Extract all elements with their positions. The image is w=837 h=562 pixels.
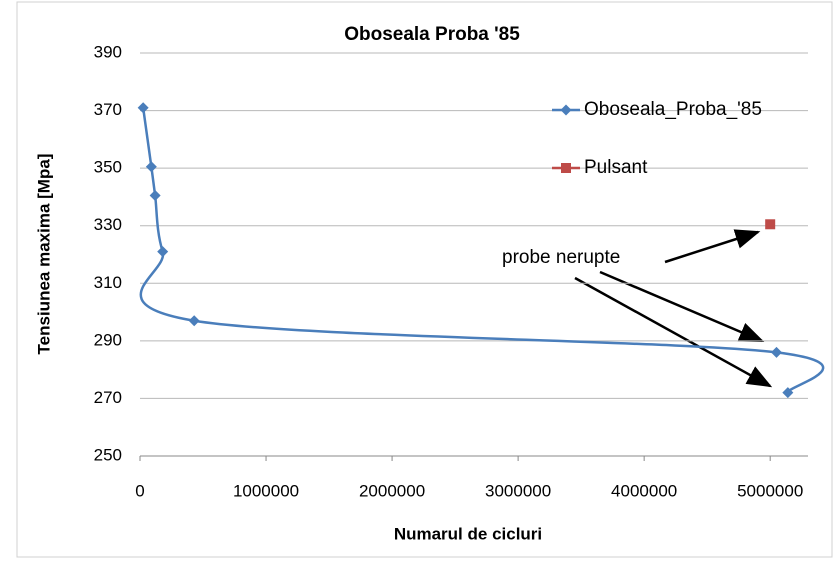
x-tick-label: 0 bbox=[135, 481, 144, 500]
point bbox=[145, 161, 157, 173]
y-tick-label: 290 bbox=[94, 330, 122, 349]
point bbox=[137, 102, 149, 114]
point bbox=[770, 346, 782, 358]
y-axis-label: Tensiunea maxima [Mpa] bbox=[34, 154, 53, 355]
legend-marker bbox=[561, 163, 571, 173]
x-tick-label: 2000000 bbox=[359, 481, 425, 500]
frame bbox=[16, 1, 833, 558]
legend-marker bbox=[560, 104, 572, 116]
point bbox=[157, 246, 169, 258]
annotation: probe nerupte bbox=[502, 247, 620, 268]
x-tick-label: 3000000 bbox=[485, 481, 551, 500]
chart-title: Oboseala Proba '85 bbox=[344, 24, 520, 45]
y-tick-label: 370 bbox=[94, 100, 122, 119]
point bbox=[149, 189, 161, 201]
x-tick-label: 4000000 bbox=[611, 481, 677, 500]
y-tick-label: 350 bbox=[94, 158, 122, 177]
series-line bbox=[139, 107, 825, 394]
y-tick-label: 250 bbox=[94, 445, 122, 464]
y-tick-label: 270 bbox=[94, 388, 122, 407]
point bbox=[188, 315, 200, 327]
y-tick-label: 310 bbox=[94, 273, 122, 292]
y-tick-label: 390 bbox=[94, 42, 122, 61]
x-tick-label: 1000000 bbox=[233, 481, 299, 500]
legend-label: Pulsant bbox=[584, 157, 648, 178]
y-tick-label: 330 bbox=[94, 215, 122, 234]
point bbox=[782, 387, 794, 399]
legend-label: Oboseala_Proba_'85 bbox=[584, 99, 762, 120]
point bbox=[765, 219, 776, 230]
x-axis-label: Numarul de cicluri bbox=[394, 524, 542, 543]
x-tick-label: 5000000 bbox=[737, 481, 803, 500]
